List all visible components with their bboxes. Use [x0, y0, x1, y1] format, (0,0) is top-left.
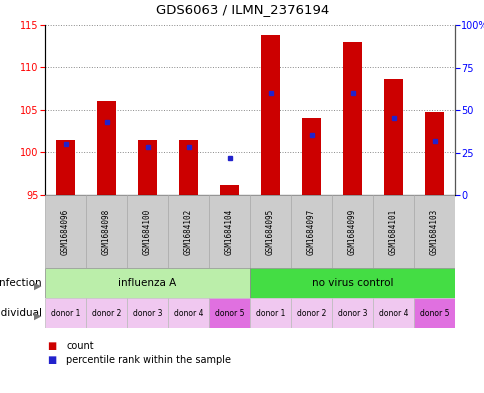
Bar [167, 195, 209, 268]
Bar [249, 298, 290, 328]
Text: GSM1684099: GSM1684099 [348, 208, 356, 255]
Text: GDS6063 / ILMN_2376194: GDS6063 / ILMN_2376194 [155, 4, 329, 17]
Bar [290, 195, 332, 268]
Bar [332, 195, 372, 268]
Bar [413, 195, 454, 268]
Bar [127, 298, 167, 328]
Bar [290, 298, 332, 328]
Bar [209, 195, 249, 268]
Bar [372, 298, 413, 328]
Text: GSM1684096: GSM1684096 [61, 208, 70, 255]
Bar [383, 79, 402, 195]
Bar [424, 112, 443, 195]
Bar [97, 101, 116, 195]
Text: GSM1684103: GSM1684103 [429, 208, 438, 255]
Text: GSM1684095: GSM1684095 [265, 208, 274, 255]
Text: GSM1684104: GSM1684104 [225, 208, 233, 255]
Bar [332, 298, 372, 328]
Text: donor 5: donor 5 [419, 309, 448, 318]
Text: ■: ■ [47, 355, 56, 365]
Text: percentile rank within the sample: percentile rank within the sample [66, 355, 231, 365]
Bar [167, 298, 209, 328]
Text: donor 5: donor 5 [214, 309, 244, 318]
Bar [413, 298, 454, 328]
Bar [249, 268, 454, 298]
Bar [127, 195, 167, 268]
Text: ▶: ▶ [33, 311, 41, 321]
Text: donor 3: donor 3 [133, 309, 162, 318]
Text: donor 4: donor 4 [173, 309, 203, 318]
Bar [261, 35, 279, 195]
Bar [45, 298, 86, 328]
Bar [372, 195, 413, 268]
Text: ■: ■ [47, 341, 56, 351]
Bar [209, 298, 249, 328]
Text: GSM1684097: GSM1684097 [306, 208, 316, 255]
Text: GSM1684102: GSM1684102 [183, 208, 193, 255]
Text: donor 2: donor 2 [296, 309, 326, 318]
Bar [179, 140, 197, 195]
Bar [249, 195, 290, 268]
Text: individual: individual [0, 308, 42, 318]
Text: count: count [66, 341, 94, 351]
Bar [86, 195, 127, 268]
Bar [220, 185, 238, 195]
Text: GSM1684098: GSM1684098 [102, 208, 111, 255]
Bar [56, 140, 75, 195]
Text: donor 4: donor 4 [378, 309, 408, 318]
Text: donor 2: donor 2 [91, 309, 121, 318]
Bar [45, 195, 86, 268]
Text: no virus control: no virus control [311, 278, 393, 288]
Text: infection: infection [0, 278, 42, 288]
Bar [138, 140, 156, 195]
Text: GSM1684100: GSM1684100 [143, 208, 151, 255]
Bar [86, 298, 127, 328]
Text: GSM1684101: GSM1684101 [388, 208, 397, 255]
Bar [343, 42, 361, 195]
Text: ▶: ▶ [33, 281, 41, 291]
Text: donor 1: donor 1 [51, 309, 80, 318]
Text: donor 3: donor 3 [337, 309, 366, 318]
Bar [45, 268, 249, 298]
Text: donor 1: donor 1 [255, 309, 285, 318]
Text: influenza A: influenza A [118, 278, 176, 288]
Bar [302, 119, 320, 195]
